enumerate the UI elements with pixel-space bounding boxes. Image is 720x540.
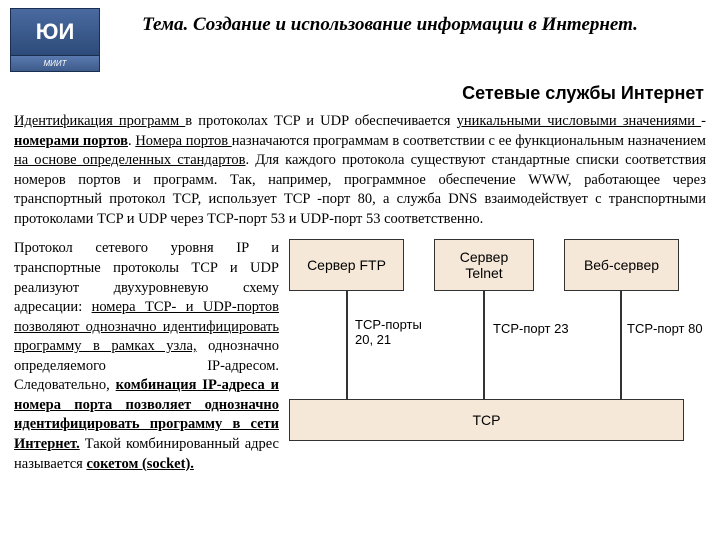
port-label-1: TCP-порты 20, 21	[355, 317, 422, 347]
header: ЮИ МИИТ Тема. Создание и использование и…	[0, 0, 720, 77]
content-row: Протокол сетевого уровня IP и транспортн…	[0, 229, 720, 474]
line-telnet	[483, 291, 485, 399]
subtitle: Сетевые службы Интернет	[0, 77, 720, 112]
logo-bottom: МИИТ	[10, 56, 100, 72]
box-ftp: Сервер FTP	[289, 239, 404, 291]
p1-bold-underline-1: номерами портов	[14, 133, 128, 149]
box-telnet: Сервер Telnet	[434, 239, 534, 291]
box-tcp: TCP	[289, 399, 684, 441]
p1-underline-2: уникальными числовыми значениями	[457, 113, 702, 129]
logo-top: ЮИ	[10, 8, 100, 56]
diagram: Сервер FTP Сервер Telnet Веб-сервер TCP-…	[289, 239, 706, 474]
p2-bold-underline-2: сокетом (socket).	[86, 456, 193, 472]
page-title: Тема. Создание и использование информаци…	[110, 8, 710, 36]
line-web	[620, 291, 622, 399]
paragraph-2: Протокол сетевого уровня IP и транспортн…	[14, 239, 279, 474]
paragraph-1: Идентификация программ в протоколах TCP …	[0, 112, 720, 229]
p1-underline-4: на основе определенных стандартов	[14, 152, 246, 168]
logo: ЮИ МИИТ	[10, 8, 100, 73]
port-label-2: TCP-порт 23	[493, 321, 569, 336]
p1-underline-1: Идентификация программ	[14, 113, 185, 129]
box-web: Веб-сервер	[564, 239, 679, 291]
line-ftp	[346, 291, 348, 399]
port-label-3: TCP-порт 80	[627, 321, 707, 336]
p1-underline-3: Номера портов	[135, 133, 231, 149]
